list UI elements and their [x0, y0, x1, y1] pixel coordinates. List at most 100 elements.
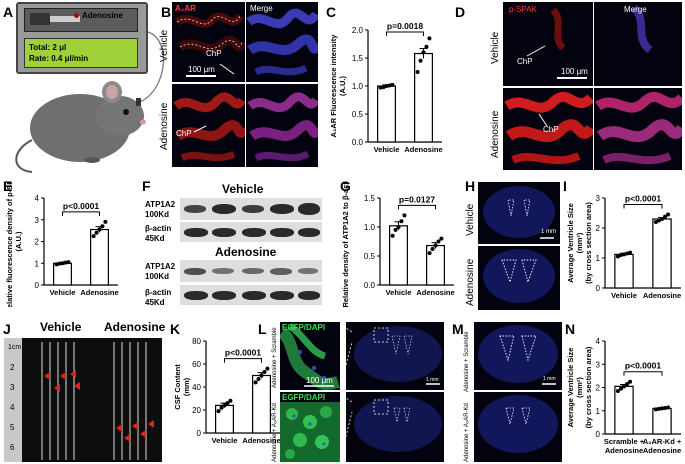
x-tick-label: Vehicle [212, 436, 238, 445]
data-point [424, 44, 429, 49]
mouse-illustration [15, 31, 165, 173]
f-band [270, 204, 294, 214]
f-blot-actin-vehicle [180, 222, 322, 242]
data-point [259, 373, 264, 378]
data-point [219, 405, 224, 410]
d-pspak-vehicle-image: p-SPAK ChP 100 μm [503, 2, 593, 86]
f-band [212, 204, 236, 214]
significance-bracket [224, 358, 262, 363]
data-point [262, 370, 267, 375]
panel-b-row-adenosine: Adenosine [159, 102, 170, 150]
f-band [298, 203, 320, 215]
b-merge-adenosine-image [246, 84, 318, 167]
data-point [439, 236, 444, 241]
y-tick-label: 60 [192, 360, 201, 369]
f-band [270, 291, 294, 300]
y-tick-label: 0 [35, 281, 40, 290]
f-title-vehicle: Vehicle [222, 182, 264, 196]
data-point [660, 406, 664, 411]
d-stain-label: p-SPAK [509, 5, 537, 14]
y-tick-label: 0.0 [364, 281, 376, 290]
x-tick-label: Adenosine [416, 288, 454, 297]
pump-total: Total: 2 μl [29, 43, 67, 52]
f-blot-atp-vehicle [180, 198, 322, 220]
cannula [136, 98, 141, 106]
f-band [298, 291, 320, 300]
data-point [100, 224, 105, 229]
l-egfp-kd-tissue [280, 402, 340, 462]
y-tick-label: 0.0 [352, 138, 364, 147]
d-merge-label: Merge [624, 5, 647, 14]
data-point [415, 70, 420, 74]
m-row-scramble: Adenosine + Scramble [464, 331, 470, 392]
j-label-adenosine: Adenosine [104, 320, 166, 334]
y-tick-label: 1 [596, 407, 601, 416]
panel-h-row-adenosine: Adenosine [465, 258, 476, 306]
panel-label-n: N [565, 321, 576, 337]
b-tissue-red-adenosine [173, 92, 245, 162]
b-chp-label-vehicle: ChP [206, 49, 222, 58]
data-point [663, 214, 668, 219]
y-tick-label: 1.0 [364, 223, 376, 232]
y-tick-label: 20 [192, 406, 201, 415]
x-tick-label: Vehicle [386, 288, 412, 297]
data-point [63, 260, 68, 265]
j-ruler-mark-3: 3 [10, 383, 15, 392]
y-tick-label: 0.5 [364, 252, 376, 261]
f-band [212, 291, 236, 300]
bar [652, 218, 672, 289]
data-point [265, 366, 270, 371]
y-axis-label: (by cross section area) [584, 202, 593, 284]
j-ruler-mark-1: 1cm [8, 344, 22, 351]
panel-d-row-adenosine: Adenosine [490, 110, 501, 158]
data-point [427, 36, 432, 41]
l-overview-kd-image [346, 392, 444, 462]
h-brain-adenosine-image [478, 246, 560, 310]
data-point [57, 261, 62, 266]
data-point [622, 384, 626, 389]
y-tick-label: 3 [596, 360, 601, 369]
y-axis-label: Average Ventricle Size [566, 203, 575, 283]
bar [377, 85, 396, 143]
y-tick-label: 0 [596, 284, 601, 293]
y-tick-label: 4 [35, 194, 40, 203]
x-tick-label: Vehicle [611, 291, 637, 300]
j-ruler-mark-4: 4 [10, 403, 15, 412]
y-tick-label: 2 [35, 238, 40, 247]
b-a2ar-adenosine-image: ChP [172, 84, 245, 167]
y-tick-label: 0.5 [352, 110, 364, 119]
y-axis-label: (A.U.) [14, 231, 23, 251]
data-point [393, 227, 398, 232]
l-stain-label-1: EGFP/DAPI [282, 323, 326, 332]
panel-label-e: E [3, 178, 13, 194]
f-actin-kd-2: 45Kd [145, 298, 165, 307]
y-axis-label: (mm²) [575, 377, 584, 398]
l-stain-label-2: EGFP/DAPI [282, 393, 326, 402]
f-band [212, 228, 236, 237]
panel-b-row-vehicle: Vehicle [159, 29, 170, 62]
y-axis-label: (mm²) [575, 232, 584, 253]
y-tick-label: 40 [192, 383, 201, 392]
l-row-kd: Adenosine + A₂AR-Kd [272, 403, 278, 462]
y-tick-label: 1 [35, 259, 40, 268]
panel-label-a: A [3, 4, 14, 20]
significance-bracket [398, 204, 436, 210]
j-ruler-mark-2: 2 [10, 363, 15, 372]
panel-label-j: J [3, 321, 11, 337]
y-tick-label: 4 [596, 337, 601, 346]
l-scale-bar-label: 100 μm [306, 376, 333, 385]
f-actin-label-2: β-actin [145, 288, 172, 297]
d-pspak-adenosine-image: ChP [503, 88, 593, 170]
b-tissue-merge-adenosine [247, 92, 318, 162]
mouse-ear-inner [106, 85, 118, 99]
x-tick-label: Adenosine [643, 446, 681, 455]
m-brain-kd-section [478, 395, 558, 453]
b-chp-label-adenosine: ChP [176, 129, 192, 138]
pump-drug-label: Adenosine [82, 11, 123, 20]
syringe-plunger [30, 13, 50, 25]
x-tick-label: Adenosine [605, 446, 643, 455]
y-tick-label: 1.0 [352, 82, 364, 91]
data-point [390, 233, 395, 238]
data-point [666, 212, 671, 217]
b-merge-vehicle-image: Merge [246, 2, 318, 82]
